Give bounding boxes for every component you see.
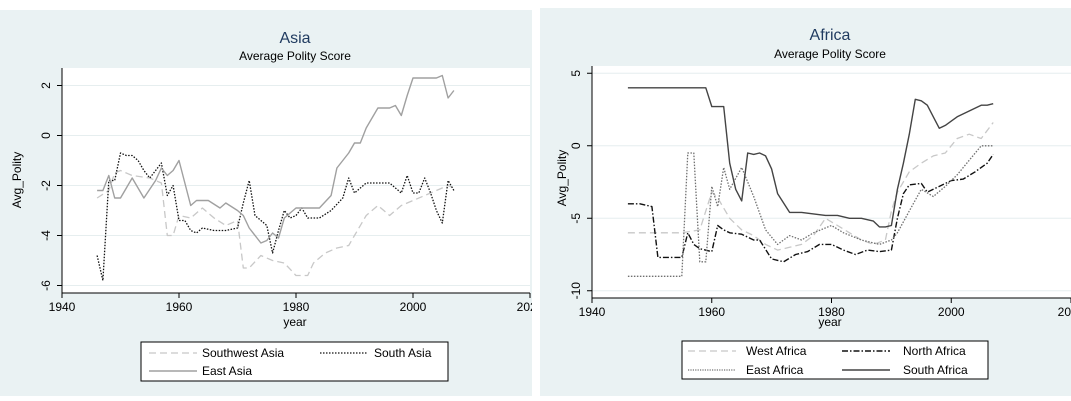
asia-x-tick-label: 2020 <box>517 300 532 314</box>
africa-x-tick-label: 1960 <box>698 305 725 319</box>
africa-chart-title: Africa <box>810 27 851 44</box>
asia-legend: Southwest Asia South Asia East Asia <box>140 341 449 382</box>
asia-legend-label-east-asia: East Asia <box>202 364 252 378</box>
asia-legend-label-south-asia: South Asia <box>374 346 432 360</box>
asia-x-tick-label: 1980 <box>283 300 310 314</box>
africa-chart: Africa Average Polity Score -10 -5 0 5 1940 1… <box>540 8 1071 396</box>
africa-x-axis-label: year <box>818 315 841 329</box>
africa-x-tick-label: 1980 <box>818 305 845 319</box>
africa-chart-panel: Africa Average Polity Score -10 -5 0 5 1940 1… <box>540 8 1071 396</box>
asia-y-tick-label: 2 <box>39 82 53 89</box>
africa-x-tick-label: 2020 <box>1058 305 1071 319</box>
africa-series-east-africa <box>627 145 994 277</box>
africa-legend: West Africa North Africa East Africa Sou… <box>681 340 989 380</box>
asia-y-tick-label: -2 <box>39 180 53 191</box>
africa-y-tick-label: 5 <box>569 70 583 77</box>
asia-y-axis-label: Avg_Polity <box>10 152 24 208</box>
africa-y-tick-label: -10 <box>569 282 583 300</box>
asia-x-axis-label: year <box>283 315 306 329</box>
asia-plot-area <box>62 68 530 293</box>
asia-series-southwest-asia <box>96 169 455 277</box>
asia-chart: Asia Average Polity Score -6 -4 -2 0 2 1940 19… <box>0 10 544 396</box>
asia-series-east-asia <box>97 74 455 244</box>
africa-y-axis-label: Avg_Polity <box>555 150 569 206</box>
africa-chart-subtitle: Average Polity Score <box>774 47 886 61</box>
asia-chart-title: Asia <box>279 30 310 47</box>
africa-y-tick-label: -5 <box>569 213 583 224</box>
africa-series-south-africa <box>627 87 994 228</box>
asia-x-tick-label: 1960 <box>166 300 193 314</box>
asia-legend-label-southwest-asia: Southwest Asia <box>202 346 284 360</box>
africa-legend-label-north-africa: North Africa <box>903 344 966 358</box>
asia-chart-panel: Asia Average Polity Score -6 -4 -2 0 2 1940 19… <box>0 10 544 396</box>
africa-series-west-africa <box>627 122 994 251</box>
asia-y-tick-label: 0 <box>39 132 53 139</box>
asia-y-tick-label: -6 <box>39 280 53 291</box>
asia-x-tick-label: 2000 <box>400 300 427 314</box>
africa-legend-label-east-africa: East Africa <box>746 363 804 377</box>
africa-x-tick-label: 2000 <box>938 305 965 319</box>
africa-plot-area <box>592 66 1071 298</box>
asia-y-tick-label: -4 <box>39 230 53 241</box>
africa-legend-label-west-africa: West Africa <box>746 344 807 358</box>
asia-series-south-asia <box>96 152 455 282</box>
africa-y-tick-label: 0 <box>569 142 583 149</box>
africa-x-tick-label: 1940 <box>579 305 606 319</box>
asia-x-tick-label: 1940 <box>49 300 76 314</box>
asia-chart-subtitle: Average Polity Score <box>239 49 351 63</box>
africa-series-north-africa <box>627 154 994 263</box>
africa-legend-label-south-africa: South Africa <box>903 363 968 377</box>
